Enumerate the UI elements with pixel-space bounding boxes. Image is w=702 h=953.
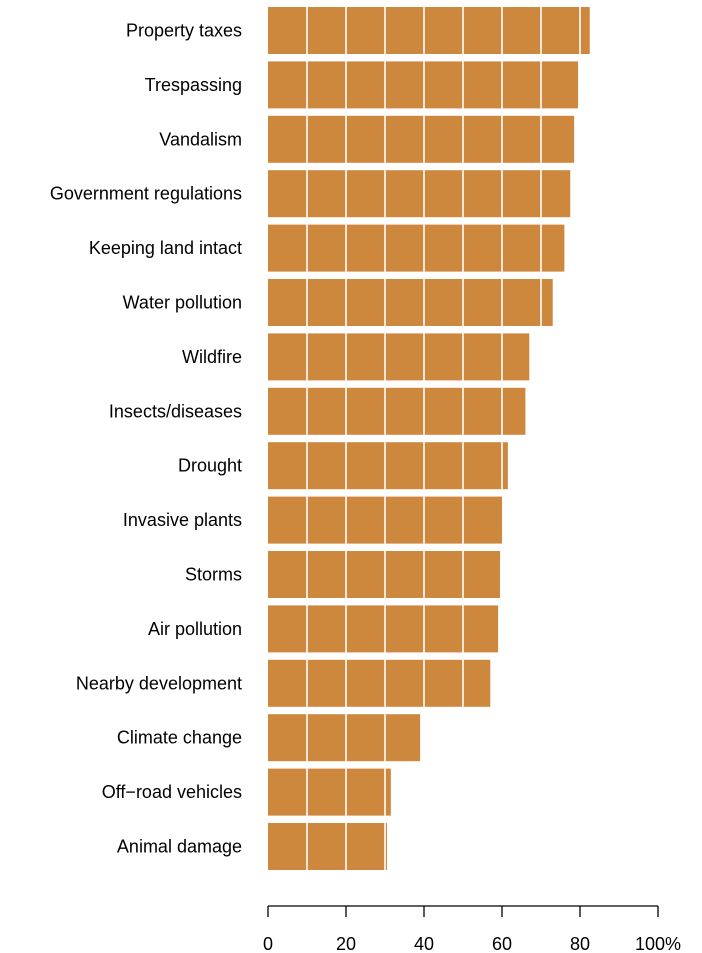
category-labels: Property taxes Trespassing Vandalism Govern… (50, 21, 242, 857)
category-label: Vandalism (159, 129, 242, 149)
category-label: Animal damage (117, 837, 242, 857)
bar (268, 333, 530, 381)
bar (268, 551, 501, 598)
x-tick-label: 60 (492, 934, 512, 953)
bar (268, 224, 565, 272)
x-tick-label: 40 (414, 934, 434, 953)
category-label: Wildfire (182, 347, 242, 367)
category-label: Storms (185, 565, 242, 585)
category-label: Trespassing (145, 75, 242, 95)
bar (268, 442, 508, 490)
category-label: Water pollution (123, 293, 242, 313)
category-label: Invasive plants (123, 510, 242, 530)
x-tick-label: 20 (336, 934, 356, 953)
category-label: Climate change (117, 728, 242, 748)
category-label: Property taxes (126, 21, 242, 41)
category-label: Air pollution (148, 619, 242, 639)
x-tick-label: 100% (635, 934, 681, 953)
category-label: Nearby development (76, 673, 242, 693)
category-label: Off−road vehicles (102, 782, 242, 802)
x-tick-label: 80 (570, 934, 590, 953)
bar (268, 170, 571, 218)
bar (268, 115, 575, 163)
bar (268, 279, 553, 326)
gridlines (306, 7, 581, 870)
x-axis: 0 20 40 60 80 100% (263, 905, 681, 953)
bar (268, 768, 391, 816)
bar (268, 823, 387, 870)
category-label: Drought (178, 456, 242, 476)
x-tick-label: 0 (263, 934, 273, 953)
bar (268, 61, 579, 109)
bar (268, 7, 590, 54)
category-label: Keeping land intact (89, 238, 242, 258)
bars (268, 7, 590, 870)
bar (268, 387, 526, 435)
bar (268, 714, 421, 762)
category-label: Government regulations (50, 184, 242, 204)
category-label: Insects/diseases (109, 401, 242, 421)
bar (268, 659, 491, 707)
